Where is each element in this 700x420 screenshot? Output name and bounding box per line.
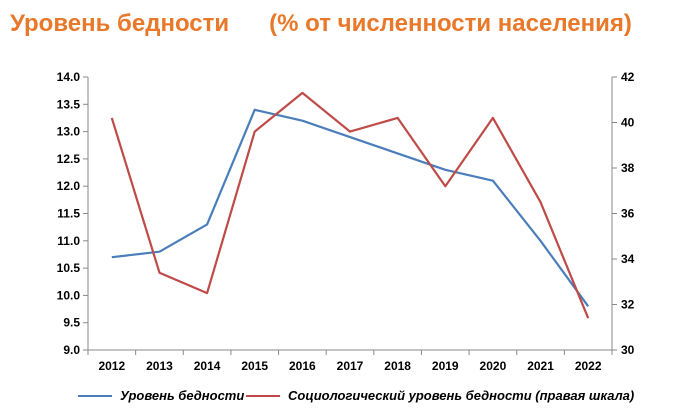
right-tick-label: 40	[621, 116, 635, 130]
legend-label-series1: Уровень бедности	[120, 388, 245, 403]
x-tick-label: 2021	[527, 359, 554, 373]
x-tick-label: 2015	[241, 359, 268, 373]
right-tick-label: 34	[621, 252, 635, 266]
left-tick-label: 13.5	[57, 97, 81, 111]
x-tick-label: 2013	[146, 359, 173, 373]
left-tick-label: 9.0	[63, 343, 80, 357]
chart-title: Уровень бедности (% от численности насел…	[10, 10, 632, 37]
series-line-2	[110, 91, 590, 319]
axes	[83, 76, 617, 355]
legend-swatch-series2	[246, 394, 280, 397]
x-tick-label: 2018	[384, 359, 411, 373]
left-tick-label: 12.5	[57, 152, 81, 166]
right-tick-label: 32	[621, 298, 635, 312]
series-line-1	[111, 108, 590, 307]
right-tick-label: 38	[621, 161, 635, 175]
x-tick-label: 2022	[575, 359, 602, 373]
x-tick-label: 2020	[480, 359, 507, 373]
left-tick-label: 10.5	[57, 261, 81, 275]
left-tick-label: 10.0	[57, 288, 81, 302]
left-tick-label: 14.0	[57, 70, 81, 84]
right-tick-label: 36	[621, 207, 635, 221]
left-tick-label: 13.0	[57, 125, 81, 139]
legend-swatch-series1	[78, 394, 112, 397]
legend: Уровень бедности Социологический уровень…	[0, 388, 700, 412]
series-lines	[110, 91, 590, 319]
legend-label-series2: Социологический уровень бедности (правая…	[288, 388, 635, 403]
x-tick-label: 2017	[337, 359, 364, 373]
legend-item-series1: Уровень бедности	[78, 388, 244, 403]
left-tick-label: 12.0	[57, 179, 81, 193]
x-tick-label: 2016	[289, 359, 316, 373]
x-tick-label: 2014	[194, 359, 221, 373]
x-tick-label: 2019	[432, 359, 459, 373]
left-tick-label: 11.0	[57, 234, 80, 248]
left-tick-label: 11.5	[57, 207, 80, 221]
right-tick-label: 42	[621, 70, 635, 84]
right-tick-label: 30	[621, 343, 635, 357]
tick-labels: 9.0 9.5 10.0 10.5 11.0 11.5 12.0 12.5 13.0 13.5 14…	[57, 70, 635, 373]
x-tick-label: 2012	[98, 359, 125, 373]
legend-item-series2: Социологический уровень бедности (правая…	[246, 388, 634, 403]
left-tick-label: 9.5	[63, 316, 80, 330]
